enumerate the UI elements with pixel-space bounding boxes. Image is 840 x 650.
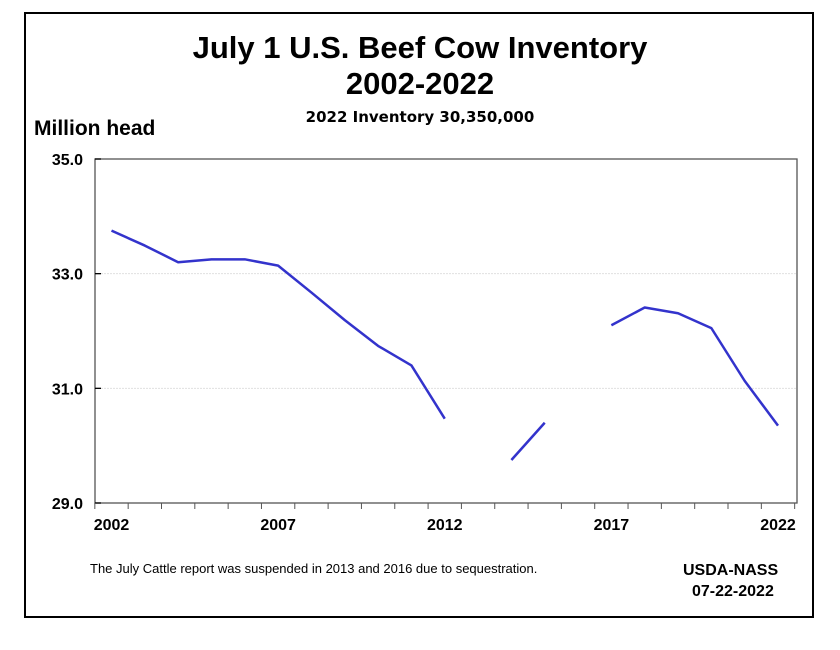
x-tick-label: 2022 [760, 517, 796, 534]
y-tick-label: 33.0 [52, 267, 83, 284]
x-tick-label: 2012 [427, 517, 463, 534]
chart-title: July 1 U.S. Beef Cow Inventory [192, 30, 648, 65]
release-date: 07-22-2022 [692, 583, 774, 600]
x-tick-label: 2017 [594, 517, 630, 534]
y-tick-label: 29.0 [52, 496, 83, 513]
series-line [110, 229, 446, 420]
y-tick-label: 35.0 [52, 152, 83, 169]
chart-subtitle: 2022 Inventory 30,350,000 [305, 108, 535, 126]
series-line [510, 421, 546, 461]
footnote: The July Cattle report was suspended in … [90, 561, 538, 576]
series-line [610, 306, 780, 427]
chart-title-years: 2002-2022 [345, 66, 495, 101]
x-tick-label: 2007 [260, 517, 296, 534]
x-tick-label: 2002 [94, 517, 130, 534]
source-label: USDA-NASS [683, 562, 779, 579]
y-axis-label: Million head [34, 117, 156, 140]
y-tick-label: 31.0 [52, 381, 83, 398]
chart-frame [24, 12, 814, 618]
plot-area [94, 158, 798, 504]
